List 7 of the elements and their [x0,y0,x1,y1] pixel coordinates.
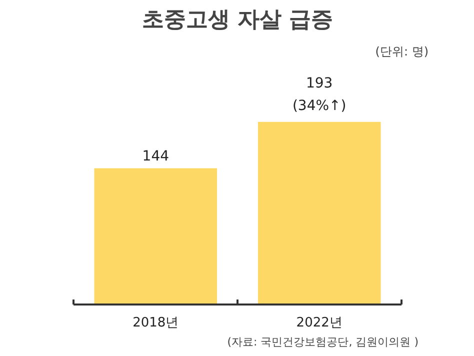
data-label: 144 [142,148,170,164]
x-tick-label: 2022년 [296,316,342,330]
text: (자료: 국민건강보험공단, 김원이의원 ) [227,336,419,348]
chart-subtitle: (단위: 명) [375,44,429,58]
chart-title: 초중고생 자살 급증 [142,8,334,32]
data-label: 193 (34%↑) [292,76,346,114]
x-tick-label: 2018년 [132,316,179,330]
